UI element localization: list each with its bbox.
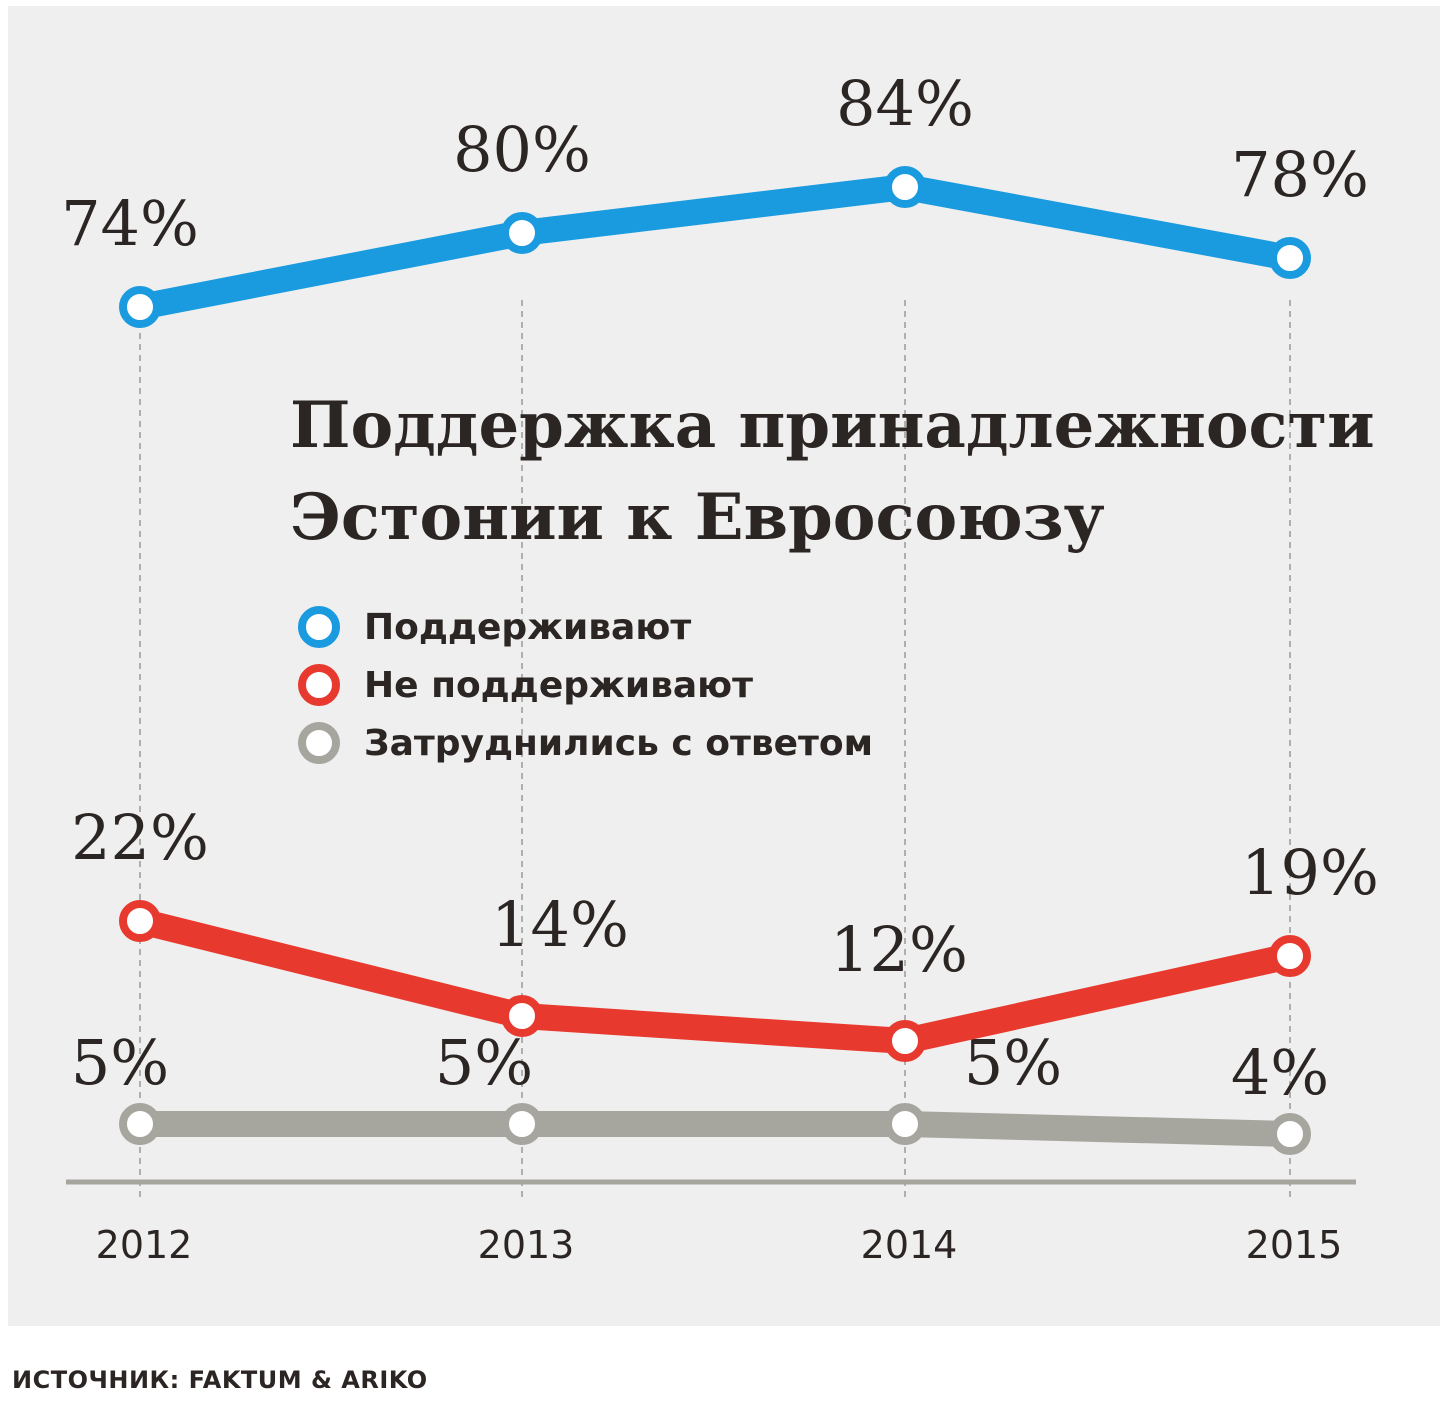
point-support-2014 [884,166,926,208]
source-note: ИСТОЧНИК: FAKTUM & ARIKO [12,1366,428,1394]
data-label-undecided-2012: 5% [71,1026,169,1099]
data-label-support-2014: 84% [836,67,974,140]
data-label-support-2013: 80% [453,113,591,186]
data-label-undecided-2015: 4% [1231,1036,1329,1109]
point-support-2012 [119,286,161,328]
legend-item-oppose: Не поддерживают [298,656,873,714]
x-tick-label-2012: 2012 [96,1223,193,1267]
legend-item-undecided: Затруднились с ответом [298,714,873,772]
data-label-undecided-2013: 5% [435,1026,533,1099]
legend-label-support: Поддерживают [364,606,692,648]
chart-legend: Поддерживают Не поддерживают Затруднилис… [298,598,873,772]
legend-label-oppose: Не поддерживают [364,664,754,706]
chart-title-line-1: Поддержка принадлежности [290,388,1375,463]
legend-marker-oppose [298,664,340,706]
point-undecided-2015 [1269,1113,1311,1155]
point-oppose-2012 [119,900,161,942]
chart-title: Поддержка принадлежности Эстонии к Еврос… [290,380,1375,564]
chart-panel [8,6,1440,1326]
data-label-undecided-2014: 5% [964,1026,1062,1099]
data-label-oppose-2014: 12% [830,913,968,986]
legend-label-undecided: Затруднились с ответом [364,722,874,764]
series-line-oppose [127,908,1303,1054]
data-label-oppose-2015: 19% [1241,836,1379,909]
data-label-support-2012: 74% [61,187,199,260]
x-tick-label-2015: 2015 [1246,1223,1343,1267]
point-support-2013 [501,212,543,254]
legend-marker-support [298,606,340,648]
series-line-support [127,174,1303,320]
legend-item-support: Поддерживают [298,598,873,656]
point-oppose-2013 [501,995,543,1037]
point-support-2015 [1269,237,1311,279]
data-label-oppose-2012: 22% [71,801,209,874]
point-undecided-2012 [119,1103,161,1145]
legend-marker-undecided [298,722,340,764]
x-tick-label-2013: 2013 [478,1223,575,1267]
point-undecided-2014 [884,1103,926,1145]
series-line-undecided [127,1111,1303,1147]
point-oppose-2014 [884,1020,926,1062]
point-undecided-2013 [501,1103,543,1145]
point-oppose-2015 [1269,935,1311,977]
data-label-oppose-2013: 14% [491,888,629,961]
data-label-support-2015: 78% [1231,138,1369,211]
chart-title-line-2: Эстонии к Евросоюзу [290,480,1105,555]
x-tick-label-2014: 2014 [861,1223,958,1267]
